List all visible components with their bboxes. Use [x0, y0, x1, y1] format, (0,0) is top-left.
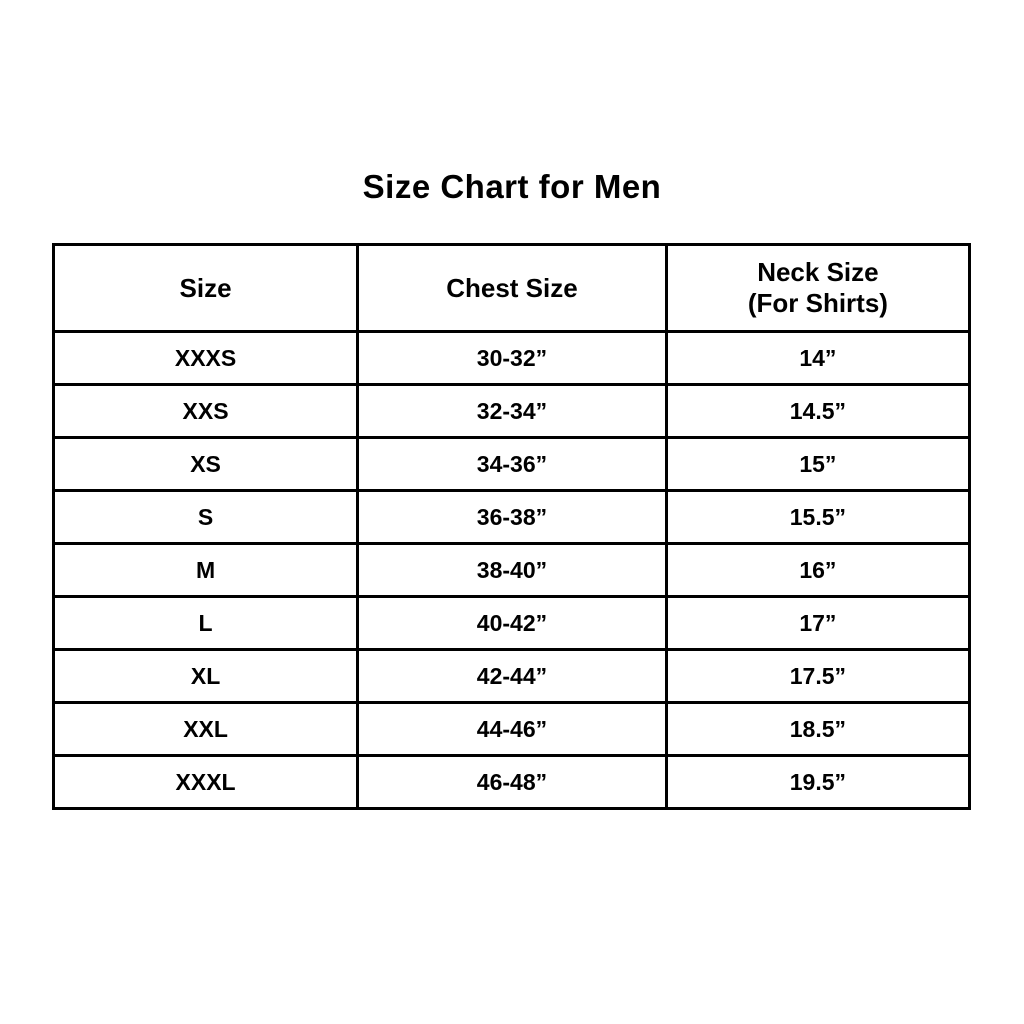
- cell-size: XXXL: [51, 754, 360, 810]
- cell-neck: 17”: [664, 595, 972, 651]
- cell-neck: 17.5”: [664, 648, 972, 704]
- cell-neck: 18.5”: [664, 701, 972, 757]
- size-chart-table: Size Chest Size Neck Size (For Shirts) X…: [51, 243, 972, 810]
- column-header-neck-line2: (For Shirts): [747, 288, 888, 318]
- cell-size: XXS: [51, 383, 360, 439]
- column-header-neck-line1: Neck Size: [757, 257, 879, 287]
- table-row: M 38-40” 16”: [51, 542, 972, 598]
- cell-neck: 14”: [664, 330, 972, 386]
- column-header-size: Size: [51, 243, 360, 333]
- table-row: XL 42-44” 17.5”: [51, 648, 972, 704]
- cell-size: S: [51, 489, 360, 545]
- cell-size: M: [51, 542, 360, 598]
- page-title: Size Chart for Men: [362, 168, 662, 205]
- cell-chest: 30-32”: [356, 330, 668, 386]
- table-row: XXS 32-34” 14.5”: [51, 383, 972, 439]
- table-row: XXXS 30-32” 14”: [51, 330, 972, 386]
- column-header-chest: Chest Size: [356, 243, 668, 333]
- table-header-row: Size Chest Size Neck Size (For Shirts): [51, 243, 972, 333]
- cell-size: L: [51, 595, 360, 651]
- cell-chest: 38-40”: [356, 542, 668, 598]
- table-row: S 36-38” 15.5”: [51, 489, 972, 545]
- cell-size: XXL: [51, 701, 360, 757]
- cell-chest: 40-42”: [356, 595, 668, 651]
- cell-chest: 36-38”: [356, 489, 668, 545]
- cell-chest: 42-44”: [356, 648, 668, 704]
- table-row: XXL 44-46” 18.5”: [51, 701, 972, 757]
- cell-chest: 46-48”: [356, 754, 668, 810]
- table-row: XS 34-36” 15”: [51, 436, 972, 492]
- table-row: XXXL 46-48” 19.5”: [51, 754, 972, 810]
- column-header-neck: Neck Size (For Shirts): [664, 243, 972, 333]
- cell-neck: 19.5”: [664, 754, 972, 810]
- cell-neck: 15.5”: [664, 489, 972, 545]
- table-row: L 40-42” 17”: [51, 595, 972, 651]
- cell-chest: 34-36”: [356, 436, 668, 492]
- cell-neck: 14.5”: [664, 383, 972, 439]
- cell-chest: 32-34”: [356, 383, 668, 439]
- cell-chest: 44-46”: [356, 701, 668, 757]
- cell-neck: 15”: [664, 436, 972, 492]
- cell-size: XXXS: [51, 330, 360, 386]
- cell-size: XL: [51, 648, 360, 704]
- cell-size: XS: [51, 436, 360, 492]
- cell-neck: 16”: [664, 542, 972, 598]
